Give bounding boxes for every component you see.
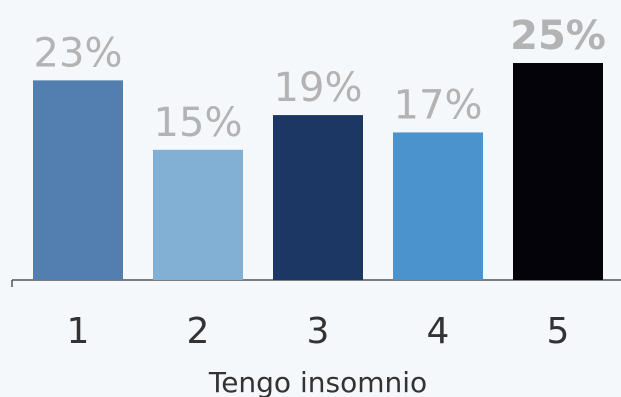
data-label-2: 15% [154,100,243,146]
x-tick-label-5: 5 [547,311,570,352]
x-tick-label-1: 1 [67,311,90,352]
x-tick-label-3: 3 [307,311,330,352]
bar-group: 23% 1 15% 2 19% 3 17% 4 25% 5 [33,13,606,352]
x-axis-title: Tengo insomnio [208,366,427,397]
bar-4 [393,132,483,280]
data-label-3: 19% [274,65,363,111]
data-label-5: 25% [510,13,606,59]
bar-2 [153,149,243,280]
data-label-4: 17% [394,82,483,128]
bar-3 [273,115,363,280]
x-tick-label-2: 2 [187,311,210,352]
data-label-1: 23% [34,30,123,76]
bar-5 [513,63,603,280]
bar-1 [33,80,123,280]
x-tick-label-4: 4 [427,311,450,352]
